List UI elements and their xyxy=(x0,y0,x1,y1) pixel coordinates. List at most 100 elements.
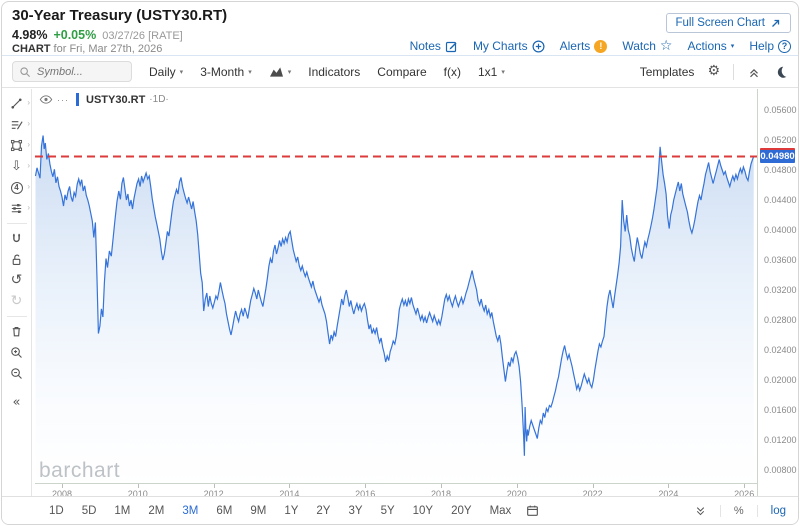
x-axis-tick xyxy=(441,484,442,488)
chart-area: barchart ··· USTY30.RT ·1D· 0.04980 0.06… xyxy=(32,89,798,500)
trendlines-tool[interactable]: › xyxy=(2,114,31,135)
help-link[interactable]: Help ? xyxy=(749,39,791,53)
note-edit-icon xyxy=(445,41,457,52)
range-buttons: 1D 5D 1M 2M 3M 6M 9M 1Y 2Y 3Y 5Y 10Y 20Y Max xyxy=(40,505,520,517)
shapes-tool[interactable]: › xyxy=(2,135,31,156)
range-3y[interactable]: 3Y xyxy=(348,504,363,517)
tool-expander-icon[interactable]: › xyxy=(27,161,30,170)
templates-button[interactable]: Templates xyxy=(640,65,695,79)
measure-tool-icon xyxy=(11,98,22,109)
zoom-in-button[interactable] xyxy=(2,342,31,363)
alerts-link[interactable]: Alerts ! xyxy=(560,39,608,53)
indicators-button[interactable]: Indicators xyxy=(308,65,360,79)
undo-button[interactable]: ↺ xyxy=(2,270,31,291)
time-axis[interactable]: 2008 2010 2012 2014 2016 2018 2020 2022 2024 2026 xyxy=(35,483,757,500)
tool-expander-icon[interactable]: › xyxy=(27,140,30,149)
quote-line: 4.98% +0.05% 03/27/26 [RATE] xyxy=(12,28,183,42)
compare-button[interactable]: Compare xyxy=(377,65,426,79)
zoom-out-icon xyxy=(11,368,22,379)
numbered-annotation-tool[interactable]: 4 › xyxy=(2,177,31,198)
header-divider xyxy=(2,55,798,56)
range-5d[interactable]: 5D xyxy=(81,504,97,517)
y-axis-label: 0.05200 xyxy=(764,135,797,145)
range-1m[interactable]: 1M xyxy=(114,504,131,517)
log-scale-toggle[interactable]: log xyxy=(770,504,786,517)
question-circle-icon: ? xyxy=(778,39,791,53)
frequency-dropdown[interactable]: Daily ▾ xyxy=(149,65,183,79)
tool-expander-icon[interactable]: › xyxy=(27,98,30,107)
watch-link[interactable]: Watch ☆ xyxy=(622,37,673,54)
range-2m[interactable]: 2M xyxy=(148,504,165,517)
custom-date-range-button[interactable] xyxy=(526,504,539,517)
lock-drawings-tool[interactable] xyxy=(2,249,31,270)
chart-type-dropdown[interactable]: ▾ xyxy=(269,65,292,78)
chevron-down-icon: ▾ xyxy=(287,68,292,76)
notes-label: Notes xyxy=(409,39,441,53)
trendlines-tool-icon xyxy=(11,121,23,130)
notes-link[interactable]: Notes xyxy=(410,39,458,53)
tool-settings[interactable]: › xyxy=(2,198,31,219)
x-axis-tick xyxy=(213,484,215,488)
star-icon: ☆ xyxy=(659,37,673,54)
measure-tool[interactable]: › xyxy=(2,93,31,114)
percent-scale-toggle[interactable]: % xyxy=(719,504,758,517)
x-axis-label: 2022 xyxy=(582,489,603,499)
range-1y[interactable]: 1Y xyxy=(284,504,299,517)
eye-visibility-icon[interactable] xyxy=(39,94,53,105)
range-3m[interactable]: 3M xyxy=(182,504,199,517)
y-axis-label: 0.00800 xyxy=(764,465,797,475)
range-max[interactable]: Max xyxy=(489,504,512,517)
drawing-tools-sidebar: › › › ⇩ › 4 › › ↺ ↻ xyxy=(2,89,32,496)
collapse-panel-icon[interactable] xyxy=(694,504,707,517)
collapse-sidebar-button[interactable]: « xyxy=(2,392,31,413)
x-axis-tick xyxy=(516,484,518,488)
tool-expander-icon[interactable]: › xyxy=(27,182,30,191)
series-color-bar xyxy=(76,93,79,106)
collapse-toolbar-icon[interactable] xyxy=(747,65,761,79)
range-9m[interactable]: 9M xyxy=(250,504,267,517)
arrows-tool[interactable]: ⇩ › xyxy=(2,156,31,177)
my-charts-link[interactable]: My Charts xyxy=(473,39,545,53)
sliders-icon xyxy=(11,204,22,213)
grid-layout-dropdown[interactable]: 1x1 ▾ xyxy=(478,65,505,79)
x-axis-label: 2026 xyxy=(734,489,755,499)
barchart-watermark: barchart xyxy=(39,459,121,482)
x-axis-tick xyxy=(592,484,594,488)
dark-mode-moon-icon[interactable] xyxy=(774,65,788,79)
tool-expander-icon[interactable]: › xyxy=(27,203,30,212)
price-axis[interactable]: 0.04980 0.060000.056000.052000.048000.04… xyxy=(757,89,798,500)
zoom-out-button[interactable] xyxy=(2,363,31,384)
delete-drawings-button[interactable] xyxy=(2,321,31,342)
expand-arrow-icon xyxy=(772,19,780,27)
price-chart-svg[interactable] xyxy=(35,89,757,483)
range-5y[interactable]: 5Y xyxy=(380,504,395,517)
range-1d[interactable]: 1D xyxy=(49,504,64,517)
x-axis-tick xyxy=(137,484,139,488)
search-icon xyxy=(20,66,31,77)
frequency-label: Daily xyxy=(149,64,176,79)
area-fill xyxy=(35,135,754,483)
alert-badge-icon: ! xyxy=(594,39,608,53)
range-10y[interactable]: 10Y xyxy=(412,504,434,517)
y-axis-label: 0.03200 xyxy=(764,285,797,295)
functions-button[interactable]: f(x) xyxy=(444,65,461,79)
range-6m[interactable]: 6M xyxy=(216,504,233,517)
redo-button[interactable]: ↻ xyxy=(2,291,31,312)
range-dropdown[interactable]: 3-Month ▾ xyxy=(200,65,252,79)
actions-link[interactable]: Actions ▾ xyxy=(687,39,734,53)
chevron-down-icon: ▾ xyxy=(501,68,505,76)
magnet-snap-tool[interactable] xyxy=(2,228,31,249)
full-screen-chart-button[interactable]: Full Screen Chart xyxy=(665,13,791,33)
compare-label: Compare xyxy=(377,64,427,79)
gear-icon[interactable]: ⚙ xyxy=(707,63,720,79)
symbol-search-input[interactable] xyxy=(12,61,132,82)
series-legend[interactable]: ··· USTY30.RT ·1D· xyxy=(39,93,169,106)
symbol-search-field[interactable] xyxy=(35,64,121,79)
range-20y[interactable]: 20Y xyxy=(451,504,472,517)
plot-region[interactable]: barchart xyxy=(35,89,757,483)
legend-menu-icon[interactable]: ··· xyxy=(57,94,69,105)
x-axis-label: 2012 xyxy=(203,489,224,499)
tool-expander-icon[interactable]: › xyxy=(27,119,30,128)
range-2y[interactable]: 2Y xyxy=(316,504,331,517)
